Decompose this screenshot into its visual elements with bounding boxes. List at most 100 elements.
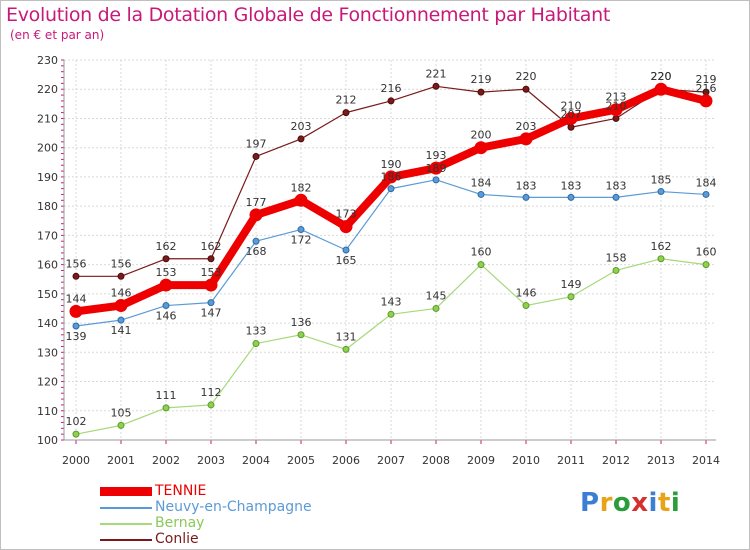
- data-label: 146: [111, 287, 132, 300]
- y-tick-label: 170: [37, 229, 58, 242]
- data-label: 112: [201, 386, 222, 399]
- data-label: 160: [471, 246, 492, 259]
- data-label: 146: [516, 287, 537, 300]
- data-point: [297, 135, 305, 143]
- data-point: [162, 404, 170, 412]
- logo-letter: P: [580, 488, 600, 518]
- data-point: [567, 193, 575, 201]
- legend-label: Neuvy-en-Champagne: [155, 499, 312, 515]
- logo-letter: i: [670, 488, 681, 518]
- data-label: 184: [471, 176, 492, 189]
- data-point: [252, 237, 260, 245]
- data-point: [567, 293, 575, 301]
- data-point: [342, 109, 350, 117]
- data-point: [162, 302, 170, 310]
- data-label: 145: [426, 289, 447, 302]
- data-label: 156: [66, 257, 87, 270]
- data-label: 207: [561, 108, 582, 121]
- data-point: [72, 322, 80, 330]
- data-point: [252, 152, 260, 160]
- data-point: [162, 255, 170, 263]
- data-point: [612, 114, 620, 122]
- logo-letter: r: [599, 488, 613, 518]
- y-tick-label: 130: [37, 346, 58, 359]
- data-point: [207, 299, 215, 307]
- data-point: [387, 310, 395, 318]
- data-label: 149: [561, 278, 582, 291]
- data-label: 203: [516, 120, 537, 133]
- data-label: 212: [336, 94, 357, 107]
- data-point: [207, 255, 215, 263]
- data-point: [477, 88, 485, 96]
- data-point: [207, 401, 215, 409]
- x-tick-label: 2003: [197, 454, 225, 467]
- data-label: 216: [696, 82, 717, 95]
- y-tick-label: 140: [37, 317, 58, 330]
- x-tick-label: 2009: [467, 454, 495, 467]
- data-label: 213: [606, 91, 627, 104]
- legend-swatch-tennie: [100, 487, 152, 496]
- data-point: [702, 190, 710, 198]
- data-point: [114, 299, 128, 313]
- y-tick-label: 110: [37, 405, 58, 418]
- x-tick-label: 2010: [512, 454, 540, 467]
- x-tick-label: 2006: [332, 454, 360, 467]
- x-tick-label: 2007: [377, 454, 405, 467]
- data-label: 183: [516, 179, 537, 192]
- data-label: 172: [291, 234, 312, 247]
- data-point: [612, 193, 620, 201]
- x-tick-label: 2013: [647, 454, 675, 467]
- data-point: [609, 103, 623, 117]
- data-label: 102: [66, 415, 87, 428]
- data-label: 221: [426, 67, 447, 80]
- data-label: 147: [201, 307, 222, 320]
- data-label: 153: [156, 266, 177, 279]
- data-label: 219: [696, 73, 717, 86]
- data-label: 160: [696, 246, 717, 259]
- data-point: [657, 255, 665, 263]
- data-label: 146: [156, 310, 177, 323]
- data-point: [72, 430, 80, 438]
- data-point: [432, 176, 440, 184]
- data-point: [387, 97, 395, 105]
- data-point: [519, 132, 533, 146]
- data-point: [249, 208, 263, 222]
- data-label: 141: [111, 324, 132, 337]
- data-label: 200: [471, 129, 492, 142]
- data-label: 216: [381, 82, 402, 95]
- data-point: [117, 272, 125, 280]
- x-tick-label: 2002: [152, 454, 180, 467]
- data-point: [522, 85, 530, 93]
- x-tick-label: 2008: [422, 454, 450, 467]
- x-tick-label: 2004: [242, 454, 270, 467]
- legend-label: Bernay: [155, 515, 205, 531]
- data-label: 153: [201, 266, 222, 279]
- data-label: 183: [606, 179, 627, 192]
- logo-letter: o: [612, 488, 632, 518]
- data-point: [159, 278, 173, 292]
- data-point: [342, 345, 350, 353]
- y-tick-label: 160: [37, 259, 58, 272]
- plot-background: [64, 60, 716, 440]
- data-point: [522, 193, 530, 201]
- data-point: [342, 246, 350, 254]
- data-label: 173: [336, 208, 357, 221]
- data-point: [117, 421, 125, 429]
- data-label: 162: [156, 240, 177, 253]
- data-label: 162: [651, 240, 672, 253]
- x-tick-label: 2011: [557, 454, 585, 467]
- y-tick-label: 190: [37, 171, 58, 184]
- data-point: [612, 266, 620, 274]
- data-label: 183: [561, 179, 582, 192]
- chart-subtitle: (en € et par an): [10, 28, 105, 42]
- data-point: [384, 170, 398, 184]
- data-label: 185: [651, 174, 672, 187]
- y-tick-label: 150: [37, 288, 58, 301]
- data-label: 203: [291, 120, 312, 133]
- logo-letter: t: [657, 488, 671, 518]
- x-tick-label: 2005: [287, 454, 315, 467]
- data-label: 168: [246, 245, 267, 258]
- data-point: [387, 185, 395, 193]
- data-point: [657, 188, 665, 196]
- data-point: [702, 261, 710, 269]
